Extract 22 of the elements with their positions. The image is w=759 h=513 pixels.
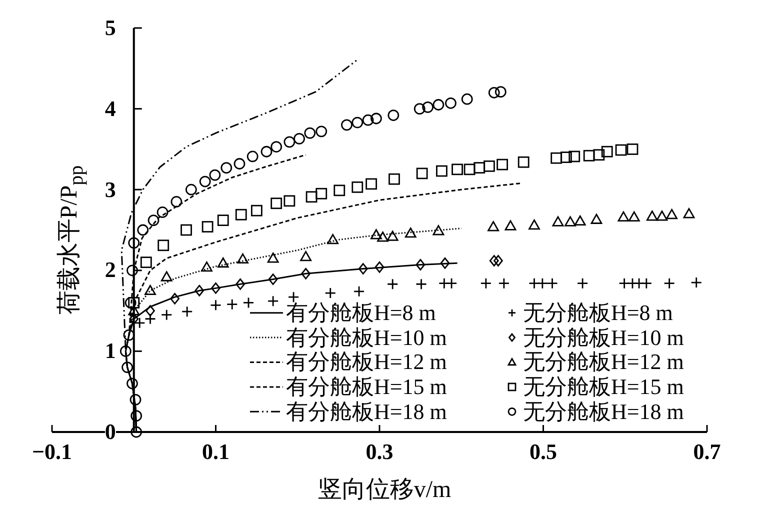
x-tick-label: 0.1 [202, 439, 230, 464]
legend-label: 无分舱板H=10 m [523, 324, 684, 350]
legend-label: 有分舱板H=18 m [286, 398, 447, 424]
legend-label: 有分舱板H=10 m [286, 324, 447, 350]
x-tick-label: −0.1 [32, 439, 72, 464]
legend-label: 无分舱板H=18 m [523, 398, 684, 424]
legend-label: 有分舱板H=8 m [286, 300, 436, 325]
y-tick-label: 1 [104, 338, 116, 364]
legend-label: 有分舱板H=15 m [286, 374, 447, 399]
y-tick-label: 3 [104, 176, 116, 202]
y-tick-label: 0 [104, 419, 116, 444]
y-tick-label: 4 [104, 96, 116, 121]
x-axis-title: 竖向位移v/m [318, 477, 452, 503]
y-tick-label: 5 [104, 15, 116, 40]
legend-label: 有分舱板H=12 m [286, 349, 447, 374]
legend-label: 无分舱板H=12 m [523, 349, 684, 374]
y-tick-label: 2 [104, 257, 116, 282]
legend-label: 无分舱板H=8 m [523, 300, 673, 325]
x-tick-label: 0.3 [366, 439, 394, 464]
x-tick-label: 0.7 [693, 439, 721, 464]
legend-label: 无分舱板H=15 m [523, 374, 684, 399]
x-tick-label: 0.5 [530, 439, 557, 464]
